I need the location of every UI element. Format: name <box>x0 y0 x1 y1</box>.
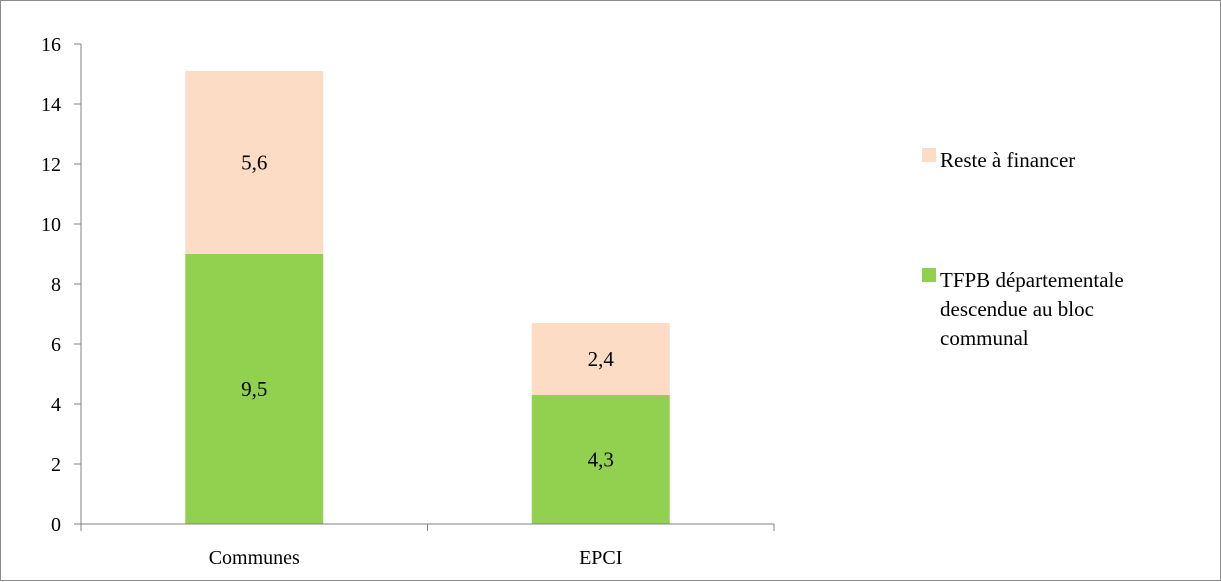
bar-segment <box>185 254 324 524</box>
y-tick-label: 10 <box>41 214 61 236</box>
y-tick-label: 8 <box>51 274 61 296</box>
bar-segment <box>531 323 670 395</box>
bar-segment <box>531 395 670 524</box>
y-tick-label: 14 <box>41 94 61 116</box>
y-tick-label: 6 <box>51 334 61 356</box>
data-label: 9,5 <box>241 377 267 401</box>
y-tick-label: 2 <box>51 454 61 476</box>
legend-swatch <box>922 268 936 282</box>
x-category-label: Communes <box>209 547 300 569</box>
y-tick-label: 4 <box>51 394 61 416</box>
legend-label: descendue au bloc <box>940 297 1094 321</box>
data-label: 4,3 <box>588 448 614 472</box>
data-label: 2,4 <box>588 347 615 371</box>
y-tick-label: 12 <box>41 154 61 176</box>
x-category-label: EPCI <box>579 547 622 569</box>
legend-label: communal <box>940 326 1029 350</box>
legend-label: Reste à financer <box>940 148 1075 172</box>
y-tick-label: 0 <box>51 514 61 536</box>
legend-swatch <box>922 148 936 162</box>
bar-segment <box>185 71 324 254</box>
legend-label: TFPB départementale <box>940 268 1124 292</box>
y-tick-label: 16 <box>41 34 61 56</box>
data-label: 5,6 <box>241 151 267 175</box>
